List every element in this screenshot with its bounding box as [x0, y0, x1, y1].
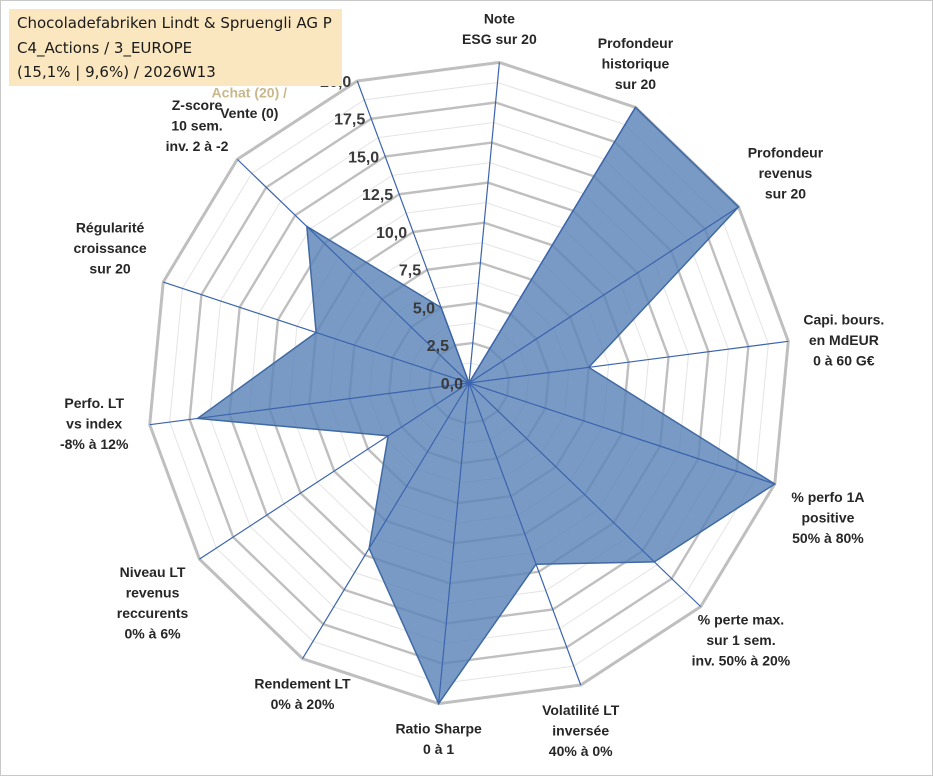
axis-label: revenus: [126, 585, 180, 601]
axis-label: 0 à 60 G€: [813, 353, 875, 369]
axis-spoke: [163, 281, 470, 384]
axis-label: sur 1 sem.: [706, 632, 775, 648]
axis-spoke: [149, 382, 470, 426]
axis-label: croissance: [73, 240, 146, 256]
axis-label: 40% à 0%: [549, 743, 613, 759]
tick-label: 0,0: [441, 376, 463, 393]
axis-label: % perfo 1A: [791, 489, 864, 505]
axis-label: ESG sur 20: [462, 31, 537, 47]
axis-label: revenus: [759, 165, 813, 181]
axis-label: Z-score: [172, 97, 223, 113]
tick-label: 17,5: [334, 112, 365, 129]
axis-label: 0% à 20%: [271, 696, 335, 712]
tick-label: 10,0: [376, 225, 407, 242]
stats-label: (15,1% | 9,6%) / 2026W13: [17, 63, 216, 81]
tick-label: 7,5: [399, 263, 421, 280]
axis-label: Niveau LT: [120, 564, 186, 580]
axis-label: vs index: [66, 415, 122, 431]
axis-label: positive: [801, 509, 854, 525]
axis-label: Achat (20) /: [212, 84, 288, 100]
axis-label: % perte max.: [698, 612, 784, 628]
axis-spoke: [468, 206, 739, 384]
tick-label: 15,0: [348, 149, 379, 166]
axis-label: sur 20: [765, 185, 806, 201]
tick-label: 2,5: [427, 338, 449, 355]
axis-spoke: [356, 80, 470, 384]
axis-spoke: [468, 382, 702, 608]
axis-label: 50% à 80%: [792, 530, 864, 546]
axis-label: reccurents: [117, 605, 189, 621]
axis-spoke: [438, 382, 470, 704]
axis-spoke: [468, 382, 775, 485]
axis-spoke: [302, 382, 470, 659]
axis-spoke: [236, 158, 470, 384]
axis-label: Profondeur: [748, 144, 824, 160]
axis-label: 0 à 1: [423, 741, 454, 757]
category-label: C4_Actions / 3_EUROPE: [17, 39, 193, 57]
axis-label: Vente (0): [220, 105, 278, 121]
tick-label: 12,5: [362, 187, 393, 204]
axis-label: Rendement LT: [254, 676, 351, 692]
axis-label: -8% à 12%: [60, 436, 129, 452]
axis-spoke: [468, 340, 789, 384]
axis-spoke: [199, 382, 470, 560]
axis-label: sur 20: [89, 261, 130, 277]
axis-label: Ratio Sharpe: [395, 721, 482, 737]
axis-label: 10 sem.: [171, 117, 222, 133]
axis-label: Profondeur: [598, 35, 674, 51]
axis-spoke: [468, 382, 582, 686]
radar-spokes: [149, 62, 789, 704]
info-box: Chocoladefabriken Lindt & Spruengli AG P…: [9, 9, 342, 86]
axis-label: en MdEUR: [809, 332, 879, 348]
axis-label: Perfo. LT: [64, 395, 124, 411]
axis-label: Régularité: [76, 220, 145, 236]
axis-spoke: [468, 62, 500, 384]
axis-label: inv. 50% à 20%: [692, 653, 791, 669]
axis-label: Capi. bours.: [803, 312, 884, 328]
axis-spoke: [468, 107, 636, 384]
axis-label: Note: [484, 10, 515, 26]
axis-label: inversée: [552, 723, 609, 739]
tick-label: 5,0: [413, 300, 435, 317]
company-name: Chocoladefabriken Lindt & Spruengli AG P: [17, 14, 332, 32]
axis-label: historique: [602, 55, 670, 71]
axis-label: 0% à 6%: [125, 626, 182, 642]
axis-label: sur 20: [615, 76, 656, 92]
axis-label: Volatilité LT: [542, 702, 620, 718]
axis-label: inv. 2 à -2: [166, 138, 229, 154]
